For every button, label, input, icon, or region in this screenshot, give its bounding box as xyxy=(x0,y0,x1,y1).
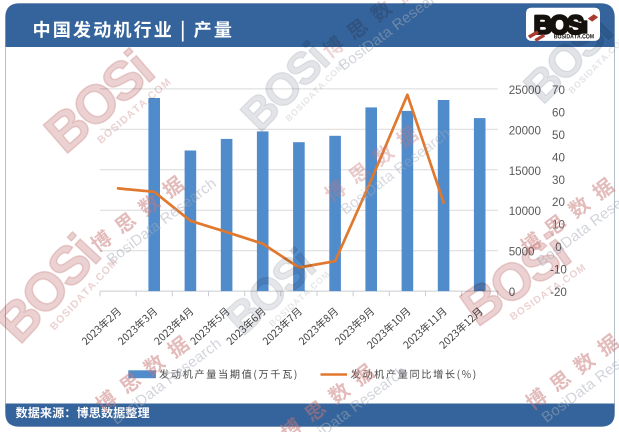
svg-text:-20: -20 xyxy=(550,286,567,299)
svg-text:30: 30 xyxy=(552,174,565,187)
svg-text:0: 0 xyxy=(509,286,515,299)
svg-text:15000: 15000 xyxy=(509,165,541,178)
svg-text:60: 60 xyxy=(552,106,565,119)
svg-text:20000: 20000 xyxy=(509,124,541,137)
svg-text:10000: 10000 xyxy=(509,205,541,218)
svg-text:40: 40 xyxy=(552,151,565,164)
svg-text:50: 50 xyxy=(552,129,565,142)
svg-text:20: 20 xyxy=(552,196,565,209)
